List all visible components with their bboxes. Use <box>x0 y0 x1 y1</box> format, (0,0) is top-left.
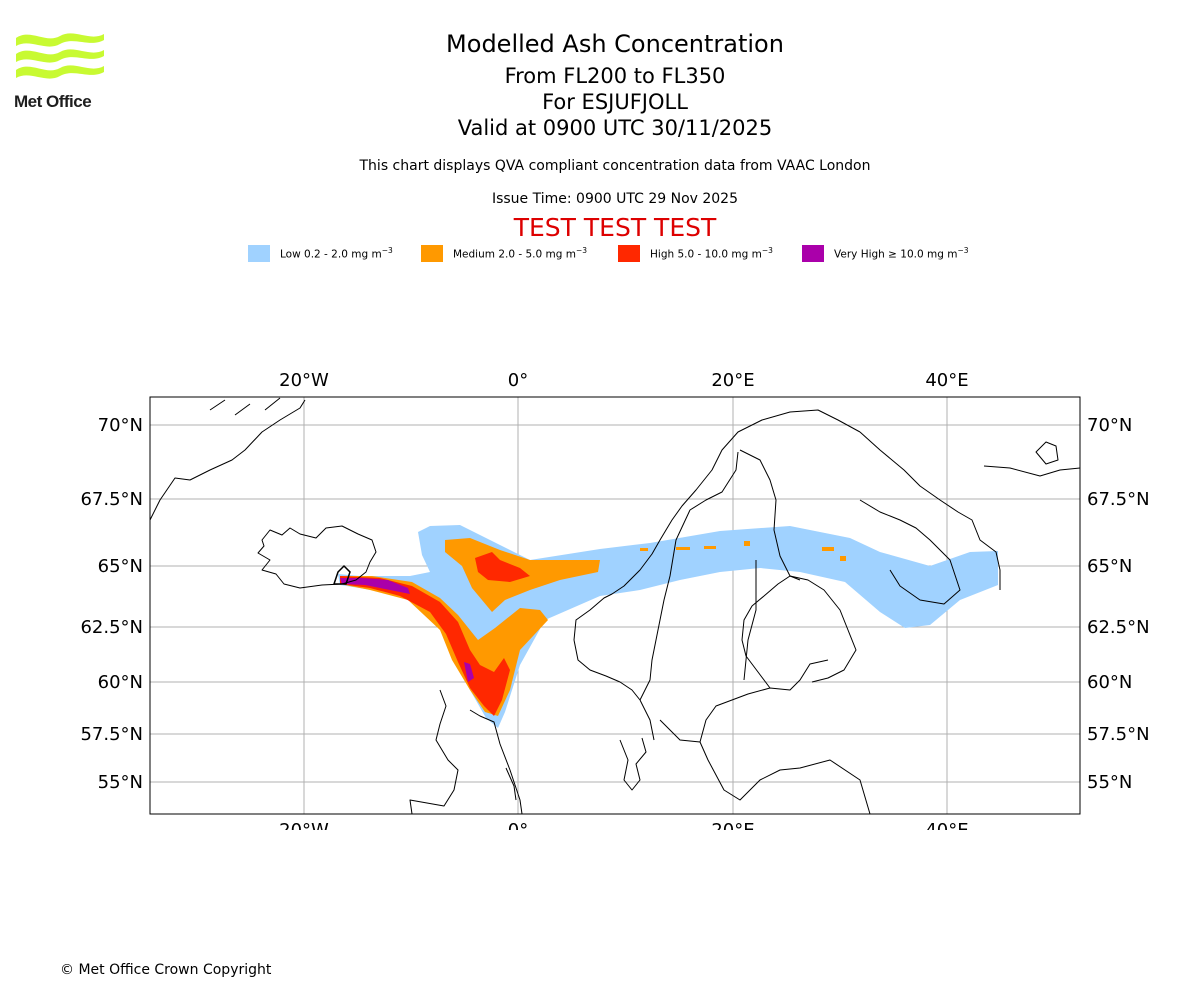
bottom-lon-label: 40°E <box>925 820 968 830</box>
top-lon-label: 40°E <box>925 370 968 391</box>
logo-text: Met Office <box>14 92 92 111</box>
left-lat-label: 62.5°N <box>80 617 143 638</box>
novaya-zemlya <box>1035 441 1059 465</box>
left-lat-label: 65°N <box>98 556 143 577</box>
sweden-finland-border <box>639 449 801 701</box>
left-lat-label: 57.5°N <box>80 724 143 745</box>
volcano-marker <box>332 564 351 585</box>
scotland-coast <box>409 689 523 814</box>
bottom-lon-label: 20°W <box>279 820 329 830</box>
greenland-coast <box>150 397 306 521</box>
legend-swatch-medium <box>421 245 443 262</box>
legend-label-medium: Medium 2.0 - 5.0 mg m−3 <box>453 246 588 261</box>
left-lat-label: 55°N <box>98 772 143 793</box>
legend-swatch-very-high <box>802 245 824 262</box>
legend-label-very-high: Very High ≥ 10.0 mg m−3 <box>834 246 969 261</box>
issue-time: Issue Time: 0900 UTC 29 Nov 2025 <box>491 191 739 207</box>
legend-swatch-low <box>248 245 270 262</box>
map-frame <box>149 396 1081 815</box>
right-lat-label: 67.5°N <box>1087 489 1150 510</box>
bottom-lon-label: 0° <box>508 820 528 830</box>
legend-label-high: High 5.0 - 10.0 mg m−3 <box>650 246 773 261</box>
legend-swatch-high <box>618 245 640 262</box>
met-office-waves-icon <box>16 33 104 79</box>
copyright-notice: © Met Office Crown Copyright <box>60 962 272 978</box>
ash-high-region <box>340 576 510 716</box>
ash-high-region-north <box>475 552 530 582</box>
ash-plume <box>338 525 998 728</box>
right-lat-label: 57.5°N <box>1087 724 1150 745</box>
right-lat-label: 60°N <box>1087 672 1132 693</box>
top-lon-label: 20°E <box>711 370 754 391</box>
top-lon-label: 20°W <box>279 370 329 391</box>
legend-label-low: Low 0.2 - 2.0 mg m−3 <box>280 246 393 261</box>
ash-concentration-map: 20°W 0° 20°E 40°E 20°W 0° 20°E 40°E 70°N… <box>80 370 1150 830</box>
valid-time: Valid at 0900 UTC 30/11/2025 <box>457 116 773 140</box>
volcano-name: For ESJUFJOLL <box>542 90 688 114</box>
top-lon-label: 0° <box>508 370 528 391</box>
ash-very-high-region <box>340 578 410 594</box>
baltic-coast <box>659 659 871 814</box>
denmark-coast <box>619 737 647 791</box>
right-lat-label: 65°N <box>1087 556 1132 577</box>
russia-coast <box>859 431 1080 605</box>
met-office-logo: Met Office <box>14 30 106 111</box>
chart-title: Modelled Ash Concentration <box>446 30 784 58</box>
national-borders <box>639 560 757 741</box>
left-lat-label: 67.5°N <box>80 489 143 510</box>
left-lat-label: 70°N <box>98 415 143 436</box>
finland-coast <box>741 575 857 689</box>
bottom-lon-label: 20°E <box>711 820 754 830</box>
right-lat-label: 70°N <box>1087 415 1132 436</box>
test-banner: TEST TEST TEST <box>513 213 717 242</box>
norway-coast <box>573 409 861 701</box>
left-lat-label: 60°N <box>98 672 143 693</box>
iceland-coast <box>257 525 377 589</box>
qva-disclaimer: This chart displays QVA compliant concen… <box>359 158 871 174</box>
ash-very-high-spot <box>464 662 474 682</box>
right-lat-label: 62.5°N <box>1087 617 1150 638</box>
ash-medium-patches <box>640 541 846 561</box>
coastlines <box>150 397 1080 814</box>
right-lat-label: 55°N <box>1087 772 1132 793</box>
flight-level-range: From FL200 to FL350 <box>504 64 726 88</box>
